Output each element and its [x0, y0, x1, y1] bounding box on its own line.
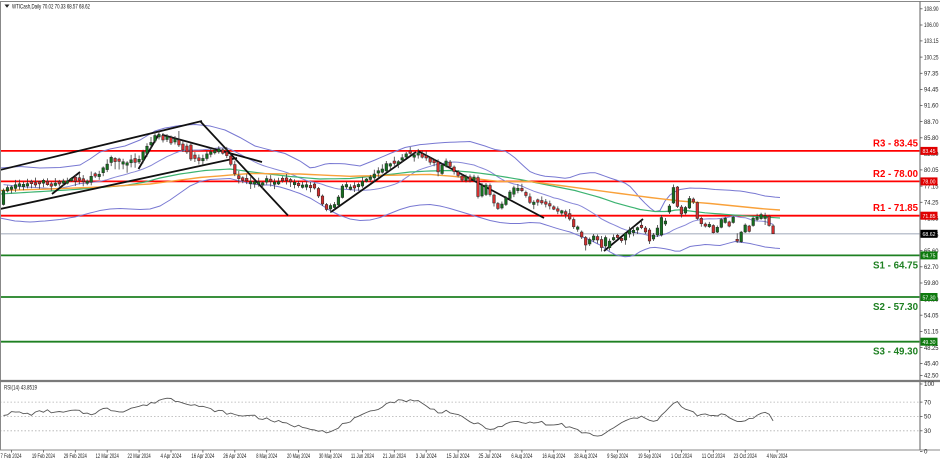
svg-text:108.90: 108.90 [924, 6, 939, 13]
svg-text:26 Apr 2024: 26 Apr 2024 [223, 454, 247, 459]
svg-text:4 Apr 2024: 4 Apr 2024 [161, 454, 182, 459]
svg-text:48.25: 48.25 [924, 345, 939, 352]
svg-text:83.45: 83.45 [923, 149, 936, 155]
svg-text:100: 100 [924, 381, 935, 388]
svg-text:50: 50 [924, 414, 931, 421]
svg-text:100.25: 100.25 [924, 54, 939, 61]
svg-text:1 Oct 2024: 1 Oct 2024 [671, 454, 692, 459]
svg-text:65.60: 65.60 [924, 248, 939, 255]
svg-text:23 Oct 2024: 23 Oct 2024 [734, 454, 758, 459]
svg-text:70: 70 [924, 399, 931, 406]
svg-text:S1 - 64.75: S1 - 64.75 [873, 259, 918, 271]
svg-text:16 Apr 2024: 16 Apr 2024 [191, 454, 215, 459]
svg-text:S2 - 57.30: S2 - 57.30 [873, 301, 918, 313]
svg-text:4 Nov 2024: 4 Nov 2024 [767, 454, 788, 459]
svg-text:S3 - 49.30: S3 - 49.30 [873, 346, 918, 358]
svg-text:30 May 2024: 30 May 2024 [319, 454, 343, 459]
svg-text:45.40: 45.40 [924, 361, 939, 368]
svg-text:74.25: 74.25 [924, 200, 939, 207]
svg-text:8 May 2024: 8 May 2024 [256, 454, 277, 459]
svg-text:25 Jul 2024: 25 Jul 2024 [478, 454, 502, 459]
svg-text:29 Feb 2024: 29 Feb 2024 [64, 454, 88, 459]
svg-text:R3 - 83.45: R3 - 83.45 [873, 137, 918, 149]
svg-text:94.45: 94.45 [924, 87, 939, 94]
svg-text:R2 - 78.00: R2 - 78.00 [873, 168, 918, 180]
svg-text:30: 30 [924, 428, 931, 435]
svg-text:7 Feb 2024: 7 Feb 2024 [1, 454, 22, 459]
svg-text:42.50: 42.50 [924, 373, 939, 380]
svg-text:54.05: 54.05 [924, 312, 939, 319]
svg-text:16 Aug 2024: 16 Aug 2024 [542, 454, 566, 459]
svg-text:19 Sep 2024: 19 Sep 2024 [638, 454, 662, 459]
svg-text:106.00: 106.00 [924, 22, 939, 29]
svg-text:49.30: 49.30 [923, 340, 936, 346]
svg-text:19 Feb 2024: 19 Feb 2024 [32, 454, 56, 459]
svg-text:WTICash,Daily 70.02 70.33 68.: WTICash,Daily 70.02 70.33 68.57 68.62 [12, 3, 90, 10]
svg-text:88.70: 88.70 [924, 119, 939, 126]
svg-text:103.15: 103.15 [924, 38, 939, 45]
svg-text:85.80: 85.80 [924, 135, 939, 142]
svg-text:3 Jul 2024: 3 Jul 2024 [416, 454, 437, 459]
svg-text:51.15: 51.15 [924, 329, 939, 336]
svg-text:22 Mar 2024: 22 Mar 2024 [128, 454, 152, 459]
svg-text:RSI(14) 43.8519: RSI(14) 43.8519 [4, 385, 37, 392]
svg-text:71.85: 71.85 [923, 214, 936, 220]
svg-text:11 Oct 2024: 11 Oct 2024 [702, 454, 726, 459]
svg-text:R1 - 71.85: R1 - 71.85 [873, 202, 918, 214]
svg-text:21 Jun 2024: 21 Jun 2024 [383, 454, 407, 459]
svg-text:20 May 2024: 20 May 2024 [287, 454, 311, 459]
svg-text:97.35: 97.35 [924, 71, 939, 78]
svg-text:9 Sep 2024: 9 Sep 2024 [607, 454, 628, 459]
svg-text:12 Mar 2024: 12 Mar 2024 [96, 454, 120, 459]
svg-text:68.62: 68.62 [923, 232, 936, 238]
svg-text:15 Jul 2024: 15 Jul 2024 [447, 454, 471, 459]
svg-text:78.00: 78.00 [923, 180, 936, 186]
svg-text:59.80: 59.80 [924, 280, 939, 287]
svg-text:28 Aug 2024: 28 Aug 2024 [574, 454, 598, 459]
svg-text:64.75: 64.75 [923, 254, 936, 260]
svg-text:77.15: 77.15 [924, 183, 939, 190]
svg-text:62.70: 62.70 [924, 264, 939, 271]
svg-text:0: 0 [924, 449, 928, 456]
svg-text:11 Jun 2024: 11 Jun 2024 [351, 454, 375, 459]
svg-text:57.30: 57.30 [923, 295, 936, 301]
svg-text:6 Aug 2024: 6 Aug 2024 [511, 454, 532, 459]
svg-text:80.05: 80.05 [924, 167, 939, 174]
svg-text:91.60: 91.60 [924, 103, 939, 110]
